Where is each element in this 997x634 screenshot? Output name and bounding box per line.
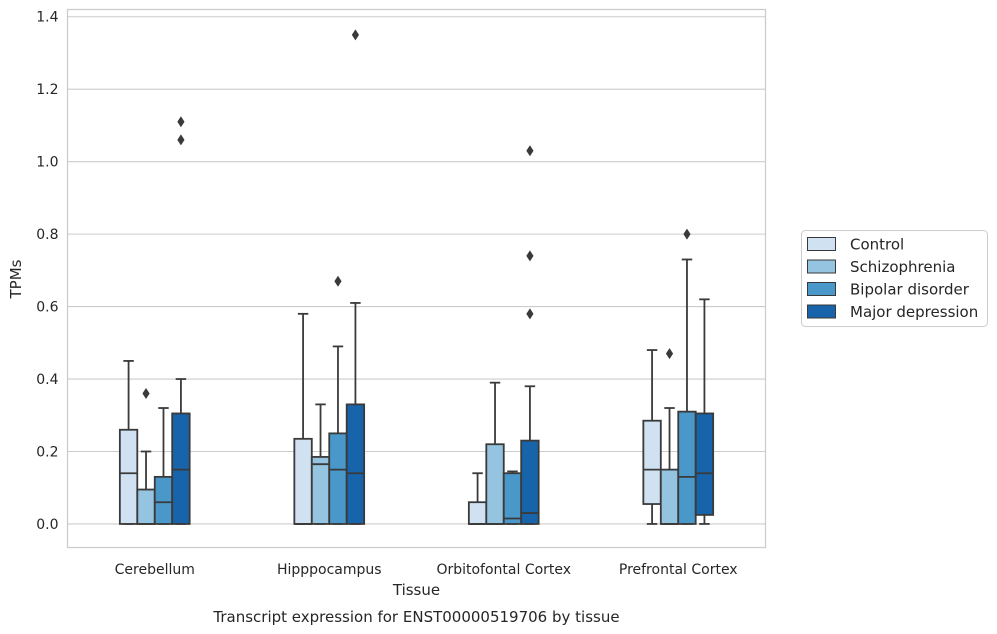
box: [659, 468, 680, 525]
outlier-marker: [177, 134, 185, 146]
outlier-marker: [142, 388, 150, 400]
box-series: [118, 29, 715, 525]
box: [153, 475, 174, 525]
box: [118, 428, 139, 525]
legend-label: Control: [850, 236, 904, 254]
legend-swatch: [807, 304, 836, 319]
y-tick-label: 1.0: [36, 155, 58, 171]
box: [677, 410, 697, 525]
y-tick-label: 1.4: [36, 10, 58, 26]
outlier-marker: [351, 29, 360, 41]
outlier-marker: [334, 275, 342, 287]
plot-frame: [66, 8, 767, 549]
x-tick-label: Prefrontal Cortex: [619, 562, 738, 578]
box: [328, 432, 348, 525]
box: [345, 403, 366, 525]
outlier-marker: [526, 308, 534, 320]
box-major-depression: [520, 145, 540, 525]
x-tick-label: Orbitofontal Cortex: [436, 562, 571, 578]
box: [485, 443, 505, 525]
box-major-depression: [345, 29, 366, 525]
x-axis-title: Tissue: [392, 581, 440, 599]
outlier-marker: [526, 145, 534, 157]
outlier-marker: [526, 250, 534, 262]
box-control: [642, 349, 662, 525]
x-tick-labels: Cerebellum Hipppocampus Orbitofontal Corte…: [115, 562, 738, 578]
box: [467, 501, 488, 525]
box: [293, 437, 313, 525]
box-major-depression: [694, 298, 715, 525]
legend-label: Bipolar disorder: [850, 281, 970, 299]
y-tick-label: 0.4: [36, 372, 58, 388]
y-tick-label: 0.0: [36, 517, 58, 533]
y-tick-label: 0.2: [36, 444, 58, 460]
box-schizophrenia: [485, 381, 505, 525]
box: [310, 456, 331, 525]
legend-swatch: [807, 282, 836, 296]
box: [502, 472, 523, 525]
legend-swatch: [807, 259, 836, 274]
box-bipolar-disorder: [502, 470, 523, 525]
box: [520, 439, 540, 525]
legend-label: Major depression: [850, 303, 978, 321]
legend-swatch: [807, 237, 836, 251]
legend-frame: [801, 230, 988, 327]
outlier-marker: [683, 228, 691, 240]
x-tick-label: Hipppocampus: [277, 562, 382, 578]
x-tick-label: Cerebellum: [115, 562, 195, 578]
box-bipolar-disorder: [677, 228, 697, 525]
box-schizophrenia: [659, 348, 680, 525]
box: [171, 412, 191, 525]
chart-title: Transcript expression for ENST0000051970…: [212, 608, 619, 626]
y-tick-label: 0.6: [36, 300, 58, 316]
box: [642, 419, 662, 505]
outlier-marker: [177, 116, 185, 128]
box-control: [118, 360, 139, 525]
box: [694, 412, 715, 516]
legend-label: Schizophrenia: [850, 258, 955, 276]
y-tick-label: 0.8: [36, 227, 58, 243]
box-major-depression: [171, 116, 191, 525]
box: [136, 488, 156, 525]
y-axis-title: TPMs: [7, 259, 25, 299]
y-tick-labels: 0.0 0.2 0.4 0.6 0.8 1.0 1.2 1.4: [36, 10, 58, 533]
outlier-marker: [665, 348, 674, 360]
y-tick-label: 1.2: [36, 82, 58, 98]
box-bipolar-disorder: [153, 407, 174, 525]
legend: Control Schizophrenia Bipolar disorder Majo…: [801, 230, 988, 327]
